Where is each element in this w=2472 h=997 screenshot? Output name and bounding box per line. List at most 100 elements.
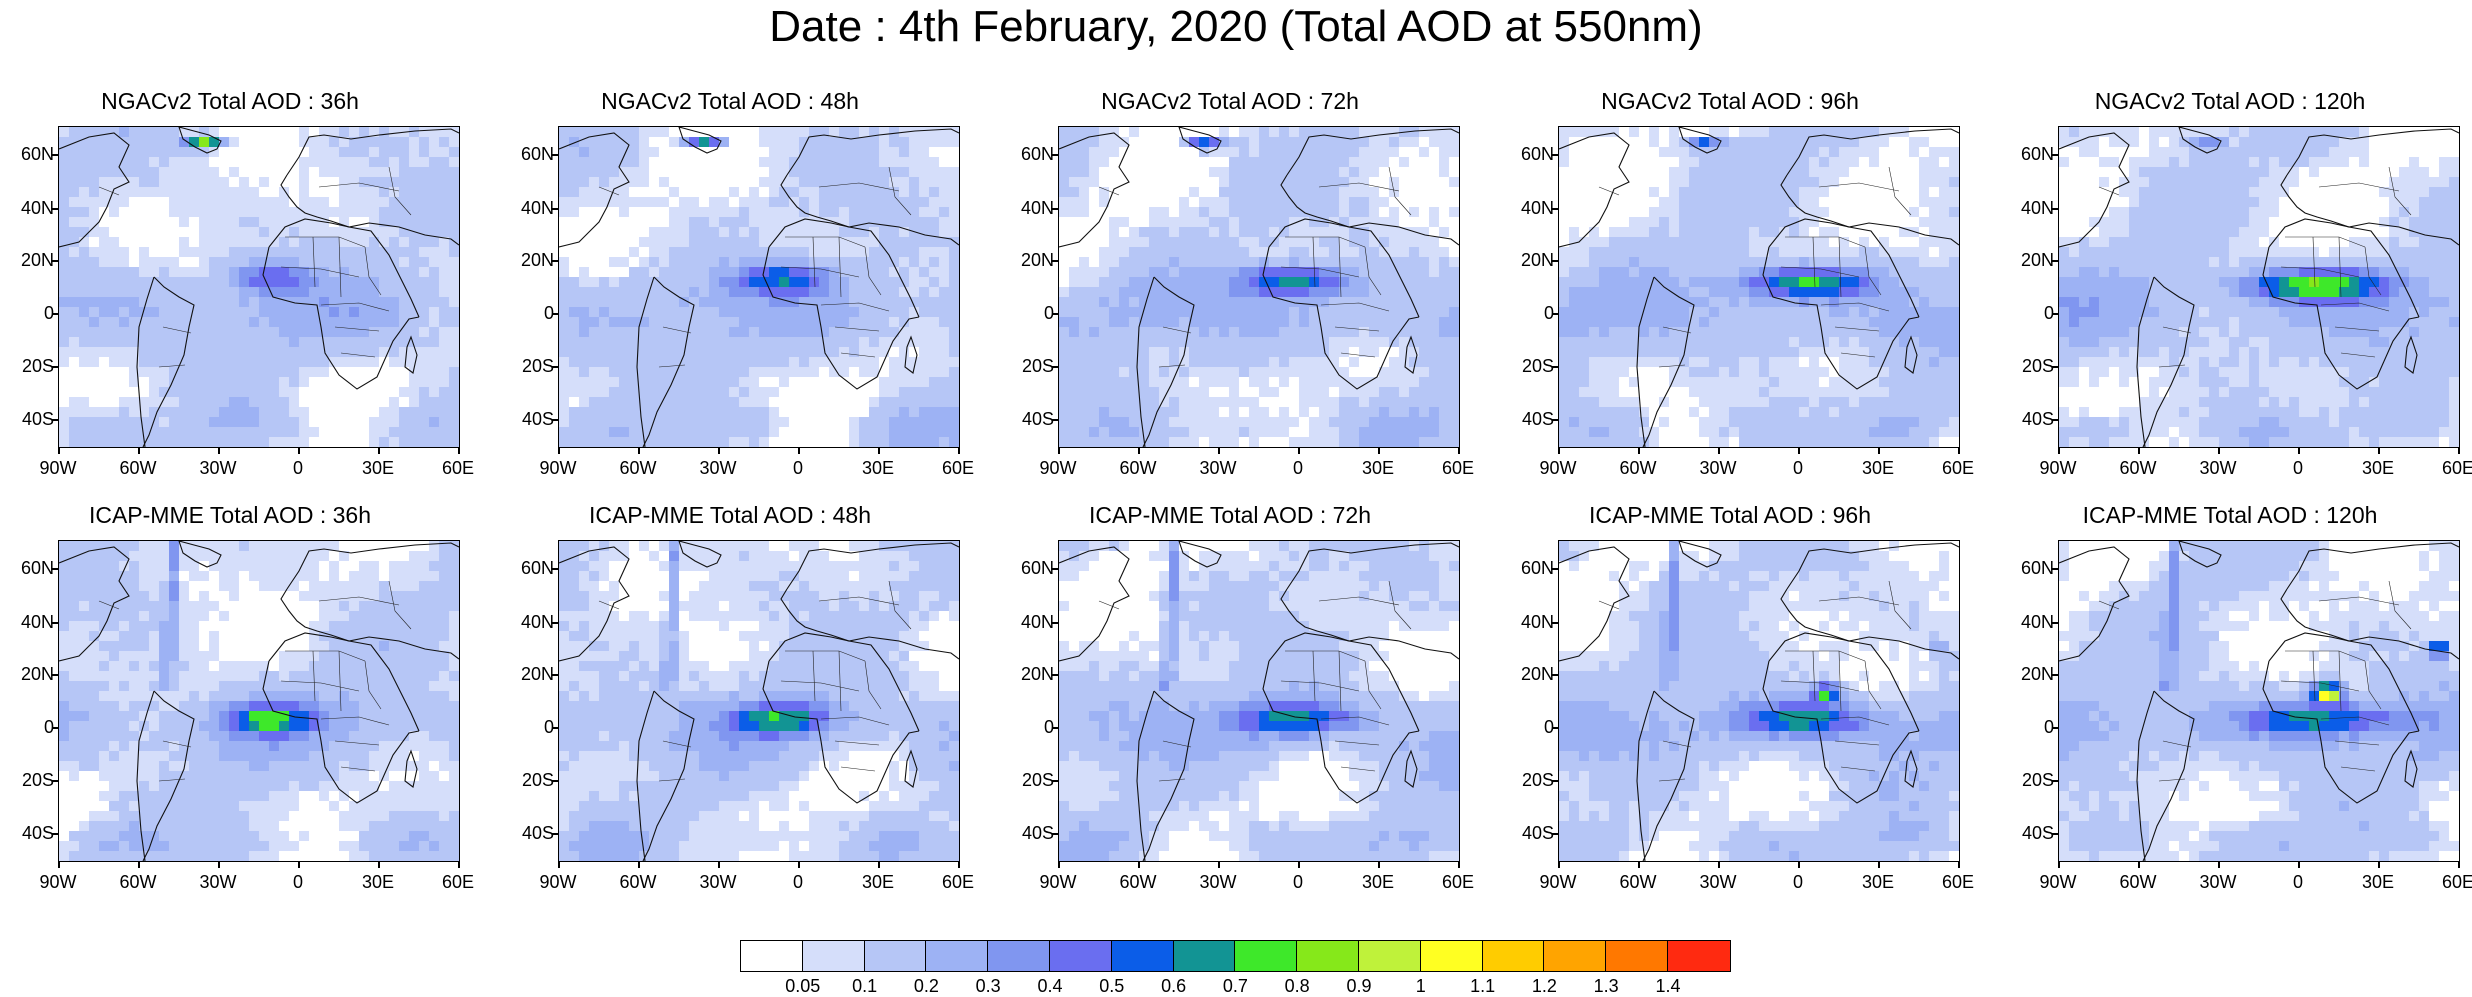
lon-tick-label: 90W: [1028, 872, 1088, 893]
aod-field: [59, 541, 459, 861]
lat-tick-label: 60N: [500, 144, 554, 164]
lon-tick-mark: [298, 862, 300, 868]
lat-tick-mark: [1052, 260, 1058, 262]
lon-tick-mark: [458, 448, 460, 454]
lat-tick-label: 20S: [500, 770, 554, 790]
lon-tick-label: 60W: [2108, 872, 2168, 893]
lat-tick-label: 40N: [2000, 198, 2054, 218]
lon-tick-label: 60E: [1928, 458, 1988, 479]
colorbar-label: 0.3: [958, 976, 1018, 997]
lon-tick-label: 60E: [2428, 458, 2472, 479]
lon-tick-mark: [958, 862, 960, 868]
lat-tick-mark: [2052, 366, 2058, 368]
lon-tick-label: 30E: [2348, 458, 2408, 479]
lon-tick-mark: [1878, 448, 1880, 454]
lat-tick-mark: [1052, 154, 1058, 156]
lon-tick-mark: [2218, 448, 2220, 454]
panel-title: NGACv2 Total AOD : 96h: [1500, 88, 1960, 115]
lat-tick-label: 40N: [1500, 198, 1554, 218]
lon-tick-mark: [218, 448, 220, 454]
lat-tick-mark: [2052, 260, 2058, 262]
lat-tick-label: 60N: [1000, 558, 1054, 578]
panel-title: ICAP-MME Total AOD : 72h: [1000, 502, 1460, 529]
lat-tick-mark: [1552, 674, 1558, 676]
lon-tick-mark: [878, 448, 880, 454]
lat-tick-mark: [1552, 313, 1558, 315]
lat-tick-mark: [1052, 208, 1058, 210]
lat-tick-label: 40S: [1500, 823, 1554, 843]
lon-tick-label: 0: [2268, 458, 2328, 479]
lat-tick-label: 60N: [1500, 558, 1554, 578]
lon-tick-mark: [2458, 448, 2460, 454]
lon-tick-label: 60E: [928, 872, 988, 893]
lon-tick-label: 90W: [528, 458, 588, 479]
colorbar-swatch: [1359, 941, 1421, 971]
lat-tick-label: 40N: [1000, 612, 1054, 632]
panel-title: ICAP-MME Total AOD : 96h: [1500, 502, 1960, 529]
lat-tick-label: 0: [2000, 303, 2054, 323]
lat-tick-mark: [2052, 833, 2058, 835]
lat-tick-label: 60N: [1000, 144, 1054, 164]
lat-tick-mark: [552, 622, 558, 624]
lon-tick-label: 30W: [2188, 458, 2248, 479]
lon-tick-label: 90W: [28, 458, 88, 479]
lat-tick-label: 40S: [0, 823, 54, 843]
lon-tick-mark: [2298, 448, 2300, 454]
lat-tick-label: 20N: [500, 664, 554, 684]
lon-tick-label: 30E: [348, 872, 408, 893]
lat-tick-mark: [1552, 727, 1558, 729]
panel-title: NGACv2 Total AOD : 72h: [1000, 88, 1460, 115]
lon-tick-label: 60E: [1428, 458, 1488, 479]
lon-tick-mark: [298, 448, 300, 454]
lon-tick-mark: [638, 448, 640, 454]
colorbar-label: 0.1: [835, 976, 895, 997]
lon-tick-mark: [1798, 862, 1800, 868]
aod-field: [2059, 127, 2459, 447]
aod-field: [1559, 127, 1959, 447]
lat-tick-mark: [1552, 419, 1558, 421]
colorbar-swatch: [1235, 941, 1297, 971]
colorbar-label: 1.4: [1638, 976, 1698, 997]
lon-tick-mark: [1958, 448, 1960, 454]
lon-tick-label: 0: [768, 872, 828, 893]
lon-tick-label: 60E: [428, 458, 488, 479]
lon-tick-mark: [558, 448, 560, 454]
lat-tick-mark: [552, 674, 558, 676]
lon-tick-label: 30W: [1188, 458, 1248, 479]
lon-tick-mark: [1558, 448, 1560, 454]
lat-tick-mark: [52, 208, 58, 210]
lon-tick-mark: [1718, 448, 1720, 454]
lat-tick-mark: [552, 727, 558, 729]
lat-tick-mark: [1052, 833, 1058, 835]
lat-tick-mark: [52, 154, 58, 156]
lat-tick-label: 20N: [1500, 664, 1554, 684]
lon-tick-mark: [558, 862, 560, 868]
lon-tick-label: 60W: [1108, 872, 1168, 893]
lon-tick-label: 60E: [2428, 872, 2472, 893]
lat-tick-label: 0: [2000, 717, 2054, 737]
lon-tick-label: 30E: [2348, 872, 2408, 893]
aod-field: [2059, 541, 2459, 861]
aod-field: [59, 127, 459, 447]
lat-tick-label: 20N: [0, 250, 54, 270]
lon-tick-mark: [1378, 448, 1380, 454]
lon-tick-label: 60W: [2108, 458, 2168, 479]
lon-tick-mark: [2458, 862, 2460, 868]
lat-tick-mark: [1552, 154, 1558, 156]
lat-tick-label: 20N: [0, 664, 54, 684]
lon-tick-mark: [58, 448, 60, 454]
lon-tick-mark: [2138, 448, 2140, 454]
colorbar-label: 0.8: [1267, 976, 1327, 997]
colorbar-swatch: [1668, 941, 1730, 971]
lon-tick-label: 60W: [1108, 458, 1168, 479]
lat-tick-mark: [1052, 568, 1058, 570]
lat-tick-mark: [52, 674, 58, 676]
lat-tick-label: 40S: [500, 409, 554, 429]
aod-map: [2058, 126, 2460, 448]
